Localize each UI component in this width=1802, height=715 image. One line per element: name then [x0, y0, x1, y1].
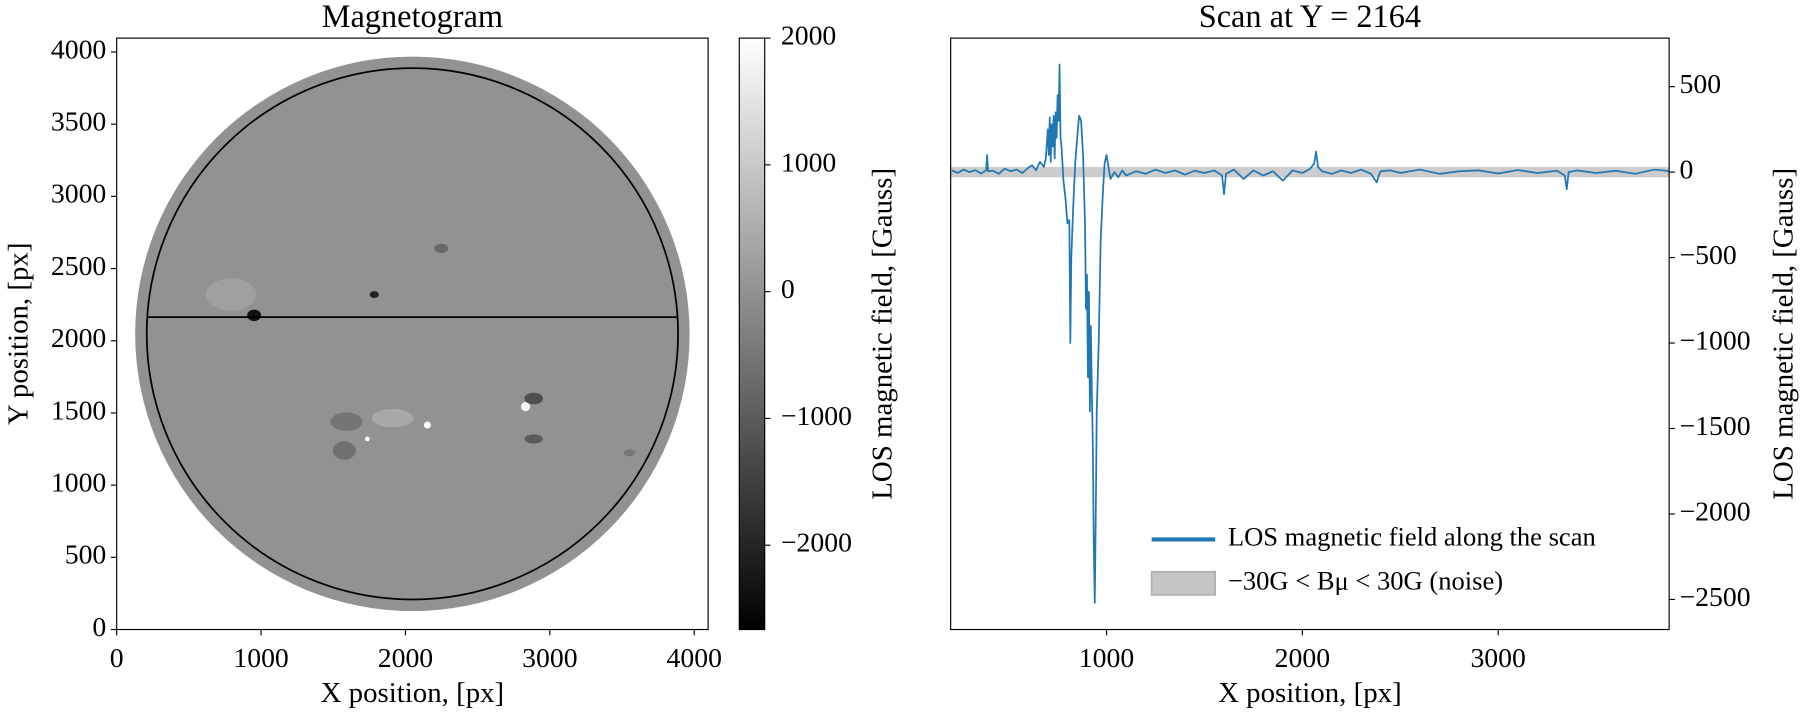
spot — [520, 401, 531, 412]
y-tick-label: −1000 — [1680, 324, 1751, 355]
y-axis-label: Y position, [px] — [2, 243, 34, 425]
y-tick-label: −2000 — [1680, 495, 1751, 526]
spot — [330, 412, 363, 431]
y-tick-label: 1000 — [51, 466, 106, 497]
plot-frame — [950, 37, 1670, 631]
y-tick-label: −500 — [1680, 239, 1737, 270]
spot — [369, 291, 379, 299]
y-tick-label: 1500 — [51, 394, 106, 425]
x-tick-label: 1000 — [1079, 642, 1134, 673]
legend-label: LOS magnetic field along the scan — [1228, 522, 1596, 552]
y-tick-label: 3000 — [51, 178, 106, 209]
legend-swatch — [1150, 570, 1217, 596]
spot — [365, 436, 370, 442]
x-tick-label: 0 — [110, 642, 124, 673]
y-tick-label: 500 — [1680, 68, 1722, 99]
x-tick-label: 3000 — [522, 642, 577, 673]
legend-label: −30G < Bμ < 30G (noise) — [1228, 565, 1503, 595]
solar-disk — [135, 56, 690, 612]
y-tick-label: 0 — [92, 611, 106, 642]
spot — [524, 392, 543, 405]
plot-frame — [116, 37, 709, 631]
x-tick-label: 4000 — [667, 642, 722, 673]
y-tick-label: 2500 — [51, 250, 106, 281]
limb-circle — [145, 67, 679, 601]
colorbar — [738, 37, 766, 631]
colorbar-tick-label: −2000 — [781, 527, 852, 558]
image-layer — [135, 56, 690, 612]
x-tick-label: 2000 — [1275, 642, 1330, 673]
y-tick-label: −1500 — [1680, 410, 1751, 441]
chart-title: Magnetogram — [322, 0, 503, 34]
y-tick-label: 500 — [65, 539, 107, 570]
x-axis-label: X position, [px] — [321, 677, 505, 709]
x-tick-label: 2000 — [378, 642, 433, 673]
y-tick-label: −2500 — [1680, 581, 1751, 612]
x-tick-label: 1000 — [233, 642, 288, 673]
chart-title: Scan at Y = 2164 — [1199, 0, 1421, 34]
y-axis-label: LOS magnetic field, [Gauss] — [1767, 168, 1799, 500]
y-tick-label: 4000 — [51, 33, 106, 64]
spot — [332, 441, 356, 460]
spot — [423, 421, 431, 429]
colorbar-label: LOS magnetic field, [Gauss] — [866, 168, 898, 500]
spot — [371, 408, 414, 428]
spot — [524, 434, 543, 444]
noise-band — [950, 166, 1670, 178]
y-tick-label: 0 — [1680, 153, 1694, 184]
colorbar-tick-label: 1000 — [781, 146, 836, 177]
colorbar-tick-label: 2000 — [781, 19, 836, 50]
spot — [434, 243, 449, 253]
y-tick-label: 3500 — [51, 106, 106, 137]
colorbar-tick-label: −1000 — [781, 400, 852, 431]
spot — [205, 278, 257, 311]
x-axis-label: X position, [px] — [1218, 677, 1402, 709]
colorbar-tick-label: 0 — [781, 273, 795, 304]
x-tick-label: 3000 — [1470, 642, 1525, 673]
spot — [247, 309, 262, 322]
data-line — [951, 63, 1670, 604]
y-tick-label: 2000 — [51, 322, 106, 353]
spot — [623, 449, 636, 457]
spots — [205, 243, 636, 460]
